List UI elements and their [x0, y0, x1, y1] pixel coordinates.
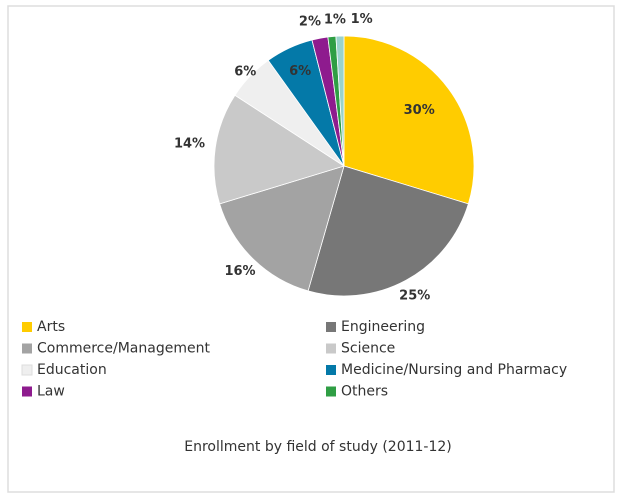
legend-swatch	[22, 343, 32, 354]
frame	[7, 5, 615, 493]
data-label: 2%	[299, 15, 321, 30]
legend-label: Education	[37, 362, 107, 378]
data-label: 1%	[351, 12, 373, 27]
legend: Arts Engineering Commerce/Management Scienc…	[21, 319, 567, 400]
pie: 30%25%16%14%6% 6%2% 1% 1%	[174, 12, 475, 304]
data-label: 25%	[399, 289, 430, 304]
pie-slice	[213, 94, 345, 205]
legend-swatch	[22, 386, 32, 397]
legend-label: Engineering	[341, 319, 425, 335]
data-label: 6%	[289, 64, 311, 79]
legend-label: Arts	[37, 319, 65, 335]
pie-slice	[343, 35, 475, 205]
legend-swatch	[326, 365, 336, 375]
legend-label: Science	[341, 341, 395, 357]
legend-label: Commerce/Management	[37, 341, 210, 357]
legend-swatch	[21, 364, 33, 376]
legend-swatch	[22, 322, 32, 332]
pie-slice	[219, 165, 345, 292]
legend-swatch	[326, 343, 336, 354]
data-label: 16%	[224, 264, 255, 279]
data-label: 14%	[174, 137, 205, 152]
legend-label: Law	[37, 384, 65, 400]
legend-swatch	[326, 322, 336, 332]
legend-swatch	[326, 386, 336, 397]
pie-slice	[335, 35, 345, 167]
data-label: 30%	[404, 103, 435, 118]
data-label: 1%	[324, 13, 346, 28]
chart-title: Enrollment by field of study (2011-12)	[184, 439, 452, 455]
legend-label: Medicine/Nursing and Pharmacy	[341, 362, 567, 378]
data-label: 6%	[234, 64, 256, 79]
pie-slice	[307, 165, 469, 297]
legend-label: Others	[341, 384, 388, 400]
